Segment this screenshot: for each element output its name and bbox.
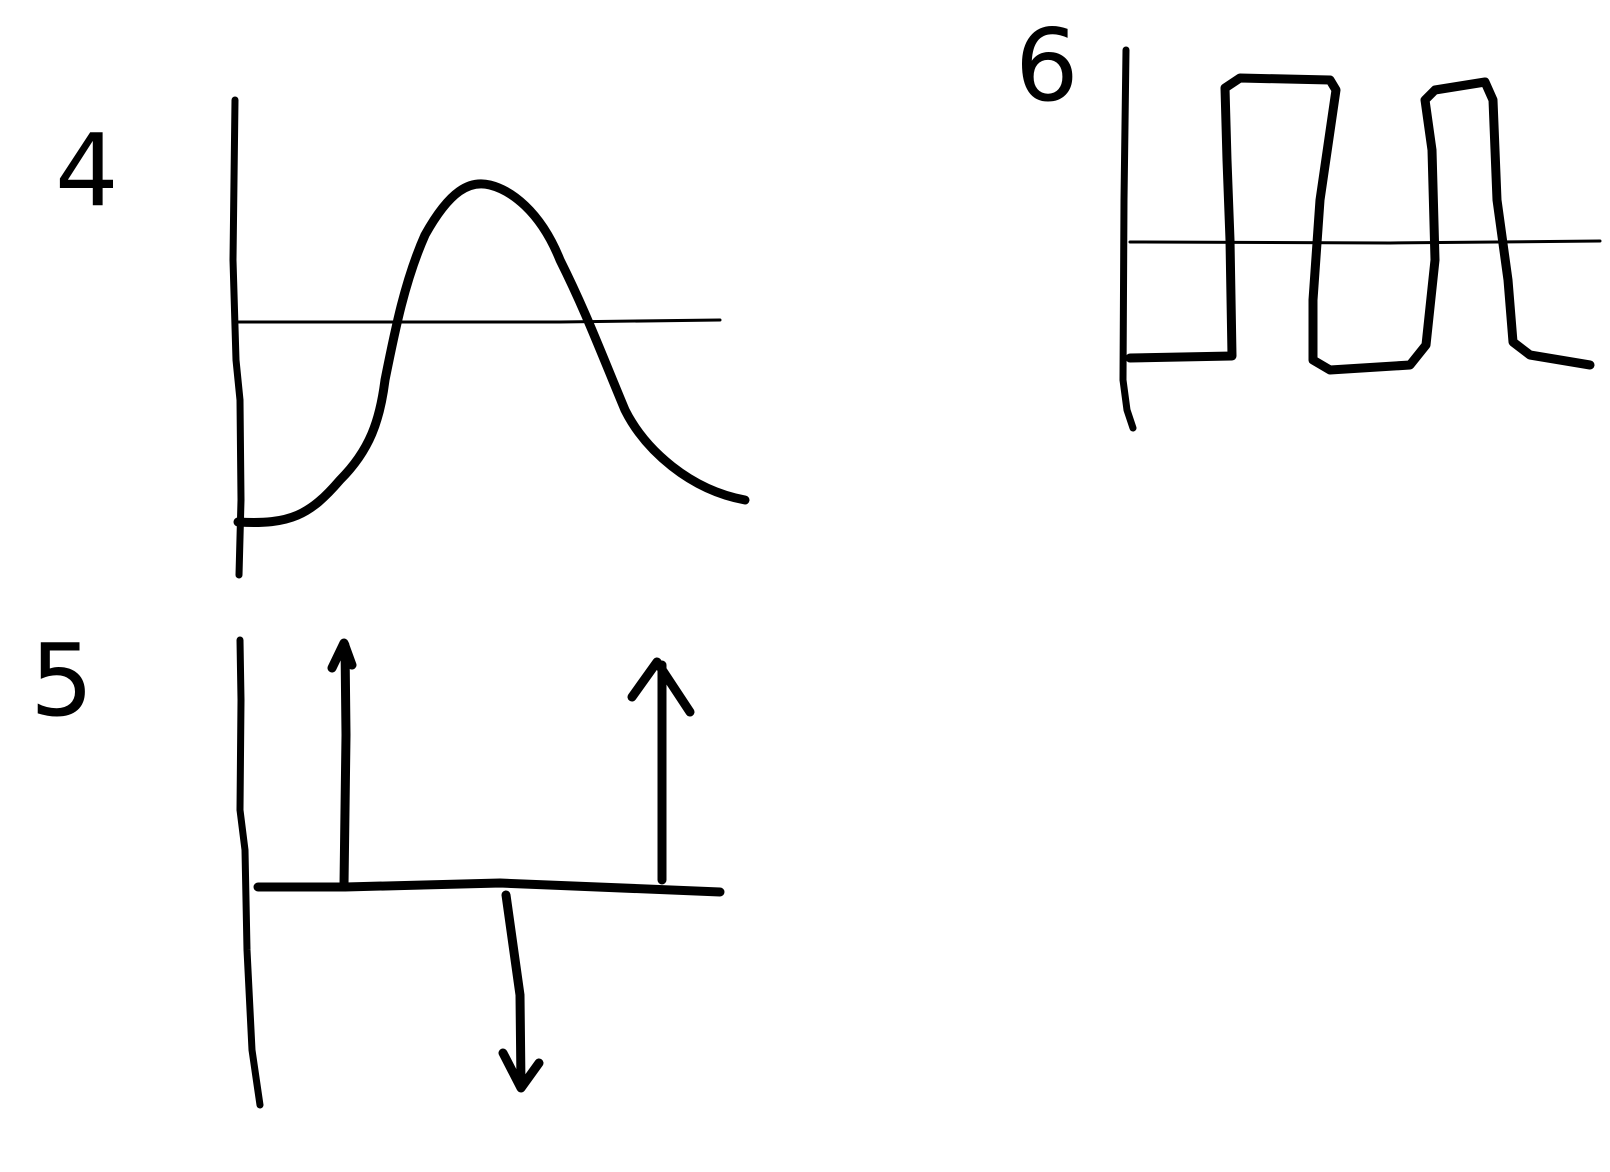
sketch-4-curve: [233, 179, 750, 527]
sketch-4-x-axis: [231, 318, 722, 324]
sketch-4-y-axis: [229, 96, 245, 579]
sketch-5-label: 5: [30, 622, 94, 739]
sketch-6-y-axis: [1119, 46, 1137, 432]
sketch-6-label: 6: [1015, 7, 1079, 124]
sketch-6-square-wave: [1125, 73, 1595, 375]
impulse-3-up-arrow: [627, 657, 695, 885]
sketch-5-y-axis: [236, 636, 264, 1109]
impulse-1-up-arrow: [327, 638, 357, 890]
sketch-6: 6: [1015, 7, 1602, 432]
sketch-4-label: 4: [55, 112, 119, 229]
sketch-5-baseline: [253, 878, 725, 897]
sketch-6-x-axis: [1128, 239, 1602, 245]
sketch-5: 5: [30, 622, 725, 1109]
impulse-2-down-arrow: [498, 890, 544, 1093]
sketch-4: 4: [55, 96, 750, 579]
